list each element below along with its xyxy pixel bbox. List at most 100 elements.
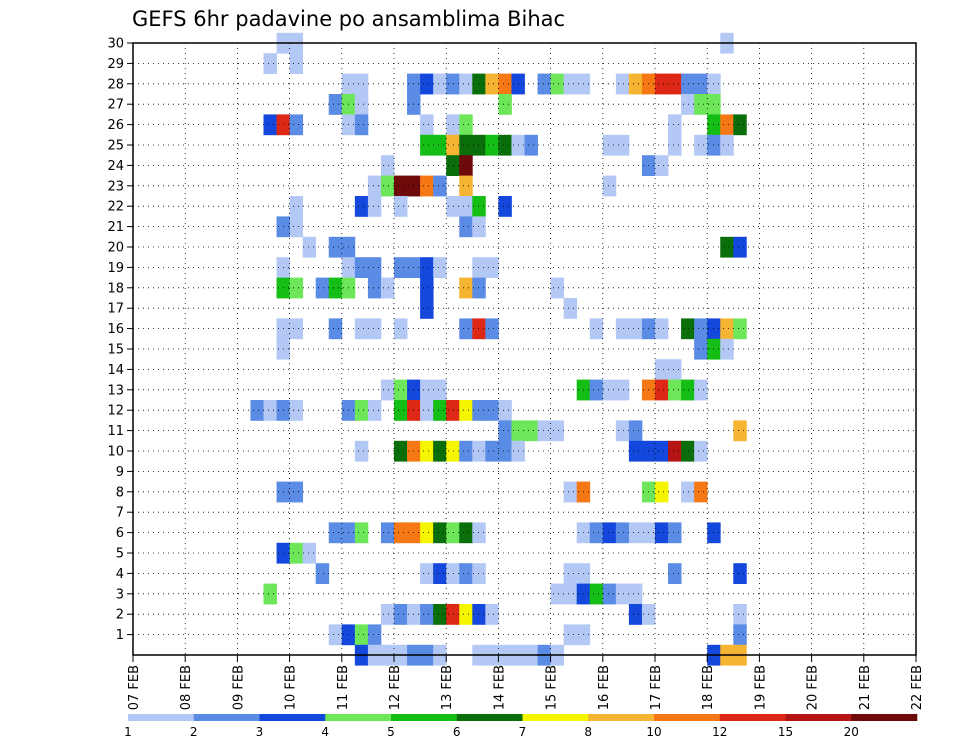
colorbar-label: 12 [712, 725, 727, 739]
heatmap-cell [433, 379, 447, 401]
heatmap-cell [563, 563, 578, 584]
colorbar-swatch [851, 714, 918, 721]
colorbar-swatch [456, 714, 523, 721]
heatmap-cell [446, 400, 460, 421]
heatmap-cell [498, 420, 512, 442]
heatmap-cell [628, 420, 643, 442]
heatmap-cell [394, 175, 408, 197]
heatmap-cell [563, 298, 578, 319]
colorbar-swatch [654, 714, 721, 721]
y-tick-label: 26 [107, 118, 124, 133]
colorbar-swatch [719, 714, 786, 721]
heatmap-cell [563, 624, 578, 646]
heatmap-cell [354, 440, 369, 462]
heatmap-cell [472, 277, 486, 299]
heatmap-cell [354, 94, 369, 115]
heatmap-cell [550, 583, 565, 605]
heatmap-cell [681, 379, 695, 401]
x-tick-label: 20 FEB [806, 665, 821, 710]
heatmap-cell [655, 73, 669, 95]
colorbar-swatch [325, 714, 392, 721]
heatmap-cell [446, 563, 460, 584]
heatmap-cell [668, 114, 682, 136]
heatmap-cell [694, 440, 708, 462]
heatmap-cell [628, 604, 643, 625]
y-tick-label: 9 [116, 465, 124, 480]
heatmap-cell [459, 155, 473, 176]
heatmap-cell [485, 400, 499, 421]
heatmap-cell [420, 298, 434, 319]
heatmap-cell [733, 563, 747, 584]
heatmap-cell [655, 481, 669, 503]
heatmap-cell [550, 277, 565, 299]
heatmap-cell [472, 563, 486, 584]
heatmap-cell [602, 522, 617, 544]
colorbar-swatch [785, 714, 852, 721]
heatmap-cell [354, 257, 369, 278]
heatmap-cell [668, 134, 682, 156]
x-tick-label: 14 FEB [492, 665, 507, 710]
y-tick-label: 12 [107, 404, 124, 419]
heatmap-cell [302, 542, 317, 564]
heatmap-cell [315, 563, 330, 584]
colorbar-label: 15 [778, 725, 793, 739]
y-tick-label: 10 [107, 445, 124, 460]
heatmap-cell [380, 175, 395, 197]
heatmap-cell [420, 522, 434, 544]
y-tick-label: 28 [107, 77, 124, 92]
heatmap-cell [681, 440, 695, 462]
heatmap-cell [615, 73, 630, 95]
colorbar-swatch [588, 714, 655, 721]
heatmap-cell [367, 196, 382, 217]
x-tick-label: 18 FEB [701, 665, 716, 710]
heatmap-cell [263, 583, 277, 605]
colorbar-label: 2 [190, 725, 198, 739]
colorbar-label: 4 [321, 725, 329, 739]
heatmap-cell [498, 134, 512, 156]
heatmap-cell [733, 236, 747, 258]
heatmap-cell [289, 196, 304, 217]
colorbar-label: 7 [519, 725, 527, 739]
y-tick-label: 20 [107, 241, 124, 256]
colorbar-swatch [128, 714, 195, 721]
heatmap-cell [602, 379, 617, 401]
heatmap-cell [589, 522, 604, 544]
heatmap-cell [446, 604, 460, 625]
heatmap-cell [694, 379, 708, 401]
heatmap-cell [394, 522, 408, 544]
heatmap-cell [289, 114, 304, 136]
heatmap-cell [354, 114, 369, 136]
heatmap-cell [498, 400, 512, 421]
heatmap-cell [328, 522, 343, 544]
heatmap-cell [550, 420, 565, 442]
heatmap-cell [459, 400, 473, 421]
y-tick-label: 1 [116, 628, 124, 643]
gridlines [133, 43, 916, 655]
heatmap-cell [446, 440, 460, 462]
y-tick-label: 3 [116, 587, 124, 602]
heatmap-cell [655, 359, 669, 380]
heatmap-cells [250, 32, 747, 666]
heatmap-cell [733, 420, 747, 442]
heatmap-cell [354, 73, 369, 95]
heatmap-cell [615, 420, 630, 442]
heatmap-cell [459, 318, 473, 340]
heatmap-cell [681, 481, 695, 503]
heatmap-cell [681, 318, 695, 340]
heatmap-cell [668, 379, 682, 401]
heatmap-cell [420, 277, 434, 299]
heatmap-cell [615, 318, 630, 340]
heatmap-cell [472, 196, 486, 217]
heatmap-cell [602, 583, 617, 605]
colorbar-swatch [193, 714, 260, 721]
heatmap-cell [433, 522, 447, 544]
heatmap-cell [420, 440, 434, 462]
x-tick-label: 10 FEB [284, 665, 299, 710]
heatmap-cell [367, 400, 382, 421]
heatmap-cell [628, 583, 643, 605]
y-tick-label: 5 [116, 547, 124, 562]
heatmap-cell [446, 114, 460, 136]
heatmap-cell [694, 481, 708, 503]
heatmap-cell [733, 624, 747, 646]
heatmap-cell [289, 277, 304, 299]
